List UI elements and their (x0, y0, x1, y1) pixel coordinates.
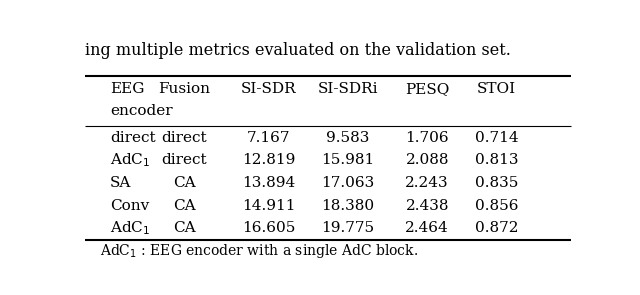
Text: 1.706: 1.706 (405, 131, 449, 145)
Text: 2.243: 2.243 (405, 176, 449, 190)
Text: SA: SA (110, 176, 131, 190)
Text: 0.872: 0.872 (475, 222, 518, 235)
Text: 0.835: 0.835 (475, 176, 518, 190)
Text: Conv: Conv (110, 199, 149, 213)
Text: direct: direct (161, 153, 207, 167)
Text: direct: direct (110, 131, 156, 145)
Text: SI-SDR: SI-SDR (241, 82, 296, 96)
Text: 12.819: 12.819 (242, 153, 295, 167)
Text: STOI: STOI (477, 82, 516, 96)
Text: 9.583: 9.583 (326, 131, 369, 145)
Text: AdC$_1$ : EEG encoder with a single AdC block.: AdC$_1$ : EEG encoder with a single AdC … (100, 242, 418, 260)
Text: ing multiple metrics evaluated on the validation set.: ing multiple metrics evaluated on the va… (85, 42, 511, 59)
Text: 7.167: 7.167 (247, 131, 290, 145)
Text: AdC$_1$: AdC$_1$ (110, 219, 150, 237)
Text: 2.088: 2.088 (406, 153, 449, 167)
Text: 2.464: 2.464 (405, 222, 449, 235)
Text: 0.856: 0.856 (475, 199, 518, 213)
Text: encoder: encoder (110, 104, 172, 119)
Text: direct: direct (161, 131, 207, 145)
Text: 19.775: 19.775 (321, 222, 374, 235)
Text: PESQ: PESQ (405, 82, 449, 96)
Text: 18.380: 18.380 (321, 199, 374, 213)
Text: EEG: EEG (110, 82, 144, 96)
Text: CA: CA (173, 199, 195, 213)
Text: CA: CA (173, 176, 195, 190)
Text: 13.894: 13.894 (242, 176, 295, 190)
Text: 0.813: 0.813 (475, 153, 518, 167)
Text: CA: CA (173, 222, 195, 235)
Text: 16.605: 16.605 (242, 222, 295, 235)
Text: SI-SDRi: SI-SDRi (317, 82, 378, 96)
Text: AdC$_1$: AdC$_1$ (110, 152, 150, 169)
Text: Fusion: Fusion (158, 82, 210, 96)
Text: 17.063: 17.063 (321, 176, 374, 190)
Text: 2.438: 2.438 (406, 199, 449, 213)
Text: 14.911: 14.911 (242, 199, 295, 213)
Text: 15.981: 15.981 (321, 153, 374, 167)
Text: 0.714: 0.714 (475, 131, 518, 145)
